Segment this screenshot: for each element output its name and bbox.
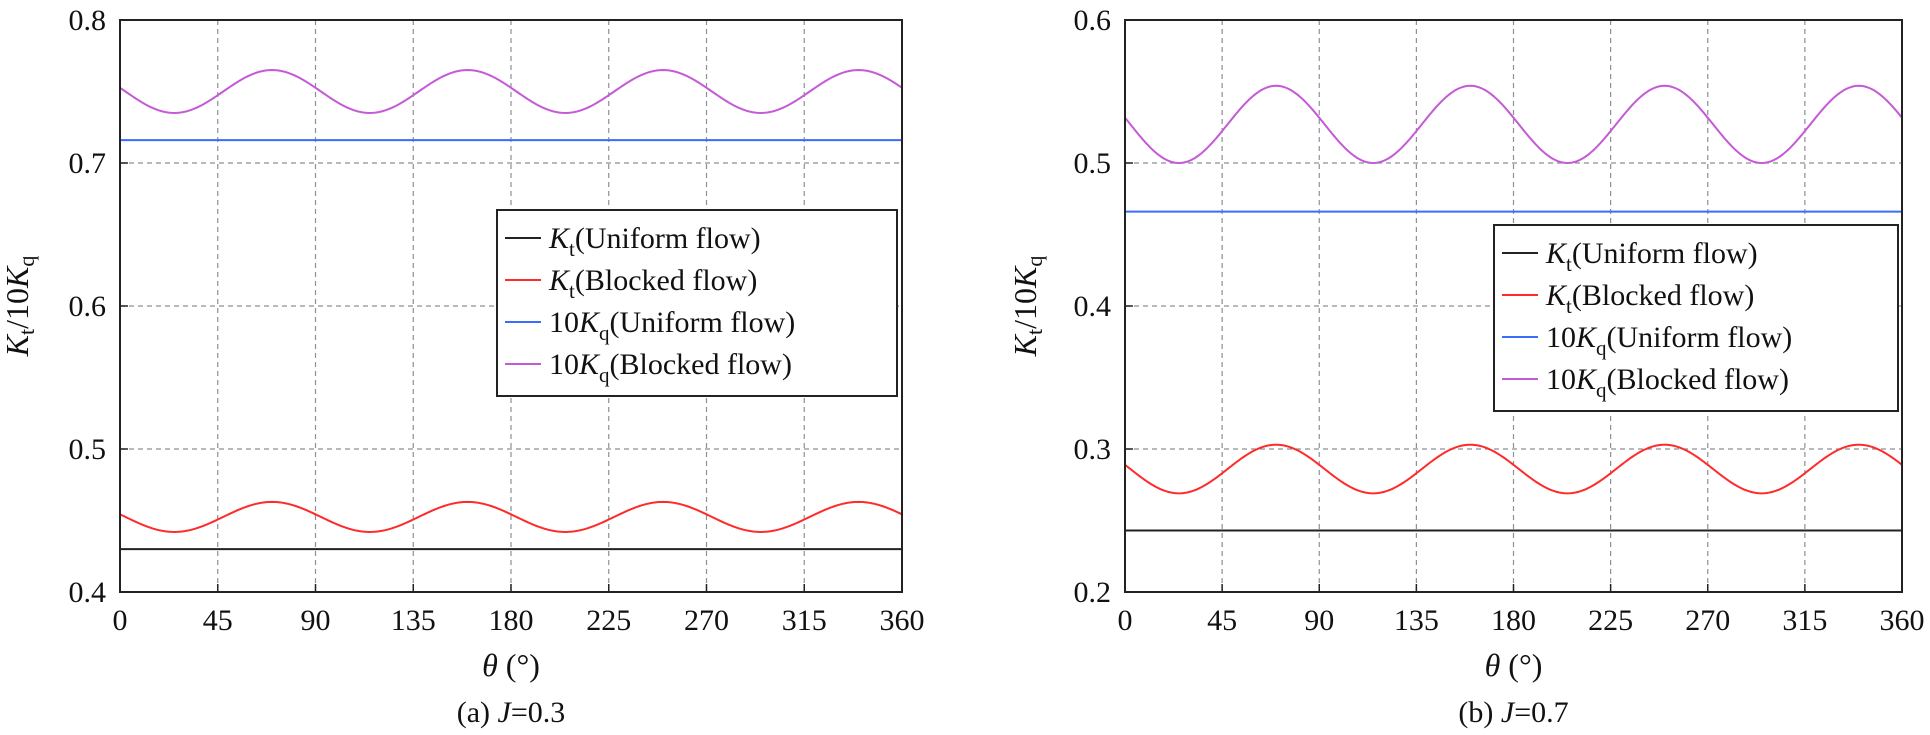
chart-a: 0 45 90 135 180 225 270 315 360 0.4 0.5 0.6 0.7 0.8 θ … [0, 4, 925, 729]
legend-label: 10Kq(Blocked flow) [1546, 363, 1789, 402]
legend-label: Kt(Blocked flow) [548, 264, 757, 303]
chart-caption: (b) J=0.7 [1458, 696, 1568, 729]
x-tick-label: 45 [203, 604, 233, 637]
series-line-3 [119, 69, 903, 114]
x-tick-label: 225 [586, 604, 631, 637]
series-line-1 [1124, 443, 1903, 495]
x-tick-label: 360 [880, 604, 925, 637]
legend-label: Kt(Blocked flow) [1545, 279, 1754, 318]
x-tick-label: 0 [1118, 604, 1133, 637]
y-tick-label: 0.2 [1074, 576, 1112, 609]
x-tick-label: 270 [684, 604, 729, 637]
y-tick-label: 0.6 [69, 290, 107, 323]
x-tick-label: 315 [1782, 604, 1827, 637]
y-tick-label: 0.5 [1074, 147, 1112, 180]
x-tick-label: 360 [1880, 604, 1925, 637]
y-tick-label: 0.3 [1074, 433, 1112, 466]
y-tick-label: 0.6 [1074, 4, 1112, 37]
x-tick-label: 315 [782, 604, 827, 637]
series-line-3 [1124, 84, 1903, 165]
x-tick-label: 180 [1491, 604, 1536, 637]
y-tick-label: 0.5 [69, 433, 107, 466]
chart-b: 0 45 90 135 180 225 270 315 360 0.2 0.3 0.4 0.5 0.6 θ … [1007, 4, 1925, 729]
legend-label: 10Kq(Uniform flow) [1546, 321, 1792, 360]
legend: Kt(Uniform flow)Kt(Blocked flow)10Kq(Uni… [1493, 224, 1899, 412]
chart-caption: (a) J=0.3 [457, 696, 566, 729]
x-tick-label: 90 [1304, 604, 1334, 637]
y-axis-label: Kt/10Kq [1007, 256, 1047, 358]
x-axis-label: θ (°) [1485, 647, 1543, 683]
legend-label: Kt(Uniform flow) [1545, 237, 1758, 276]
x-tick-label: 45 [1207, 604, 1237, 637]
legend-label: Kt(Uniform flow) [548, 222, 761, 261]
y-tick-label: 0.7 [69, 147, 107, 180]
x-axis-label: θ (°) [482, 647, 540, 683]
legend-box [496, 209, 898, 397]
legend-label: 10Kq(Uniform flow) [549, 306, 795, 345]
x-tick-label: 90 [301, 604, 331, 637]
x-tick-label: 135 [1394, 604, 1439, 637]
y-axis-label: Kt/10Kq [0, 256, 39, 358]
y-tick-label: 0.4 [69, 576, 107, 609]
x-tick-label: 0 [113, 604, 128, 637]
y-tick-label: 0.4 [1074, 290, 1112, 323]
legend: Kt(Uniform flow)Kt(Blocked flow)10Kq(Uni… [496, 209, 898, 397]
legend-label: 10Kq(Blocked flow) [549, 348, 792, 387]
x-tick-label: 135 [391, 604, 436, 637]
y-tick-label: 0.8 [69, 4, 107, 37]
x-tick-label: 180 [489, 604, 534, 637]
x-tick-label: 225 [1588, 604, 1633, 637]
x-tick-label: 270 [1685, 604, 1730, 637]
series-line-1 [119, 500, 903, 533]
legend-box [1493, 224, 1899, 412]
